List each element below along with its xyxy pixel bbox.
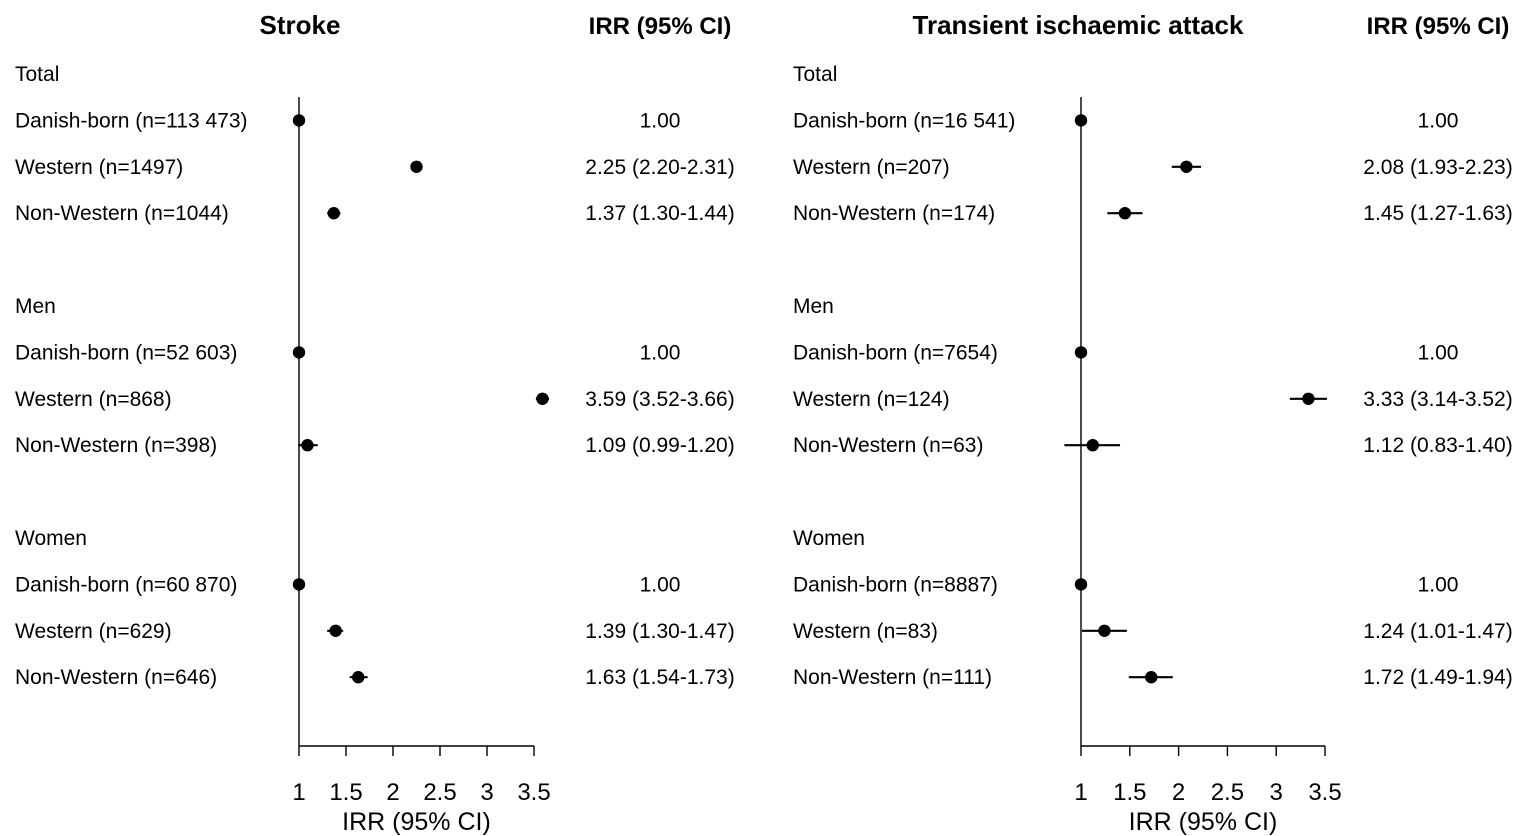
panel-1-row-label: Western (n=868) — [15, 388, 172, 411]
panel-2-x-tick-label: 2.5 — [1211, 779, 1244, 806]
panel-1-x-tick-label: 3.5 — [517, 779, 550, 806]
panel-1-point-estimate — [352, 671, 365, 684]
panel-1-row-label: Danish-born (n=113 473) — [15, 109, 248, 132]
panel-1-x-tick-label: 2.5 — [423, 779, 456, 806]
panel-2-point-estimate — [1098, 624, 1111, 637]
panel-1-row-label: Non-Western (n=646) — [15, 666, 217, 689]
panel-2-ci-value: 1.12 (0.83-1.40) — [1363, 434, 1512, 457]
panel-2-point-estimate — [1145, 671, 1158, 684]
panel-2-ci-value: 1.45 (1.27-1.63) — [1363, 202, 1512, 225]
panel-2-ci-value: 1.00 — [1418, 109, 1459, 132]
panel-2-x-tick-label: 1 — [1074, 779, 1087, 806]
panel-1-ci-value: 1.00 — [640, 573, 681, 596]
panel-1-point-estimate — [329, 624, 342, 637]
panel-1-x-tick-label: 2 — [386, 779, 399, 806]
panel-2-x-tick-label: 1.5 — [1113, 779, 1146, 806]
panel-1-point-estimate — [327, 207, 340, 220]
panel-1-x-axis-label: IRR (95% CI) — [342, 808, 491, 836]
panel-1-ci-value: 1.63 (1.54-1.73) — [585, 666, 734, 689]
panel-2-row-label: Danish-born (n=7654) — [793, 341, 998, 364]
panel-2-row-label: Danish-born (n=8887) — [793, 573, 998, 596]
panel-1-ci-value: 1.00 — [640, 109, 681, 132]
panel-1-point-estimate — [301, 439, 314, 452]
panel-1-row-label: Danish-born (n=60 870) — [15, 573, 237, 596]
panel-1-ci-value: 1.37 (1.30-1.44) — [585, 202, 734, 225]
panel-1-chart-title: Stroke — [260, 10, 341, 40]
panel-2-point-estimate — [1074, 114, 1088, 127]
panel-1-row-label: Western (n=1497) — [15, 156, 183, 179]
panel-1-point-estimate — [292, 578, 306, 591]
panel-2-ci-value: 2.08 (1.93-2.23) — [1363, 156, 1512, 179]
panel-1-group-label: Women — [15, 527, 87, 550]
panel-1-point-estimate — [292, 346, 306, 359]
panel-2-ci-value: 3.33 (3.14-3.52) — [1363, 388, 1512, 411]
panel-1-x-tick-label: 1 — [292, 779, 305, 806]
panel-2-row-label: Western (n=207) — [793, 156, 950, 179]
panel-2-point-estimate — [1118, 207, 1132, 220]
panel-2-x-tick-label: 3.5 — [1308, 779, 1341, 806]
panel-2-ci-value: 1.00 — [1418, 341, 1459, 364]
panel-1-x-tick-label: 3 — [480, 779, 493, 806]
panel-1-row-label: Western (n=629) — [15, 620, 172, 643]
panel-1-row-label: Danish-born (n=52 603) — [15, 341, 237, 364]
panel-2-ci-value: 1.72 (1.49-1.94) — [1363, 666, 1512, 689]
panel-1-point-estimate — [410, 160, 423, 173]
panel-1-point-estimate — [536, 392, 549, 405]
panel-2-x-tick-label: 2 — [1172, 779, 1185, 806]
panel-1-ci-value: 1.09 (0.99-1.20) — [585, 434, 734, 457]
panel-1-ci-value: 3.59 (3.52-3.66) — [585, 388, 734, 411]
panel-2-row-label: Non-Western (n=63) — [793, 434, 983, 457]
panel-2-row-label: Western (n=83) — [793, 620, 938, 643]
panel-1-ci-value: 1.00 — [640, 341, 681, 364]
panel-1-ci-value: 2.25 (2.20-2.31) — [585, 156, 734, 179]
panel-2-row-label: Non-Western (n=111) — [793, 666, 992, 689]
panel-2-x-tick-label: 3 — [1270, 779, 1283, 806]
panel-2-row-label: Non-Western (n=174) — [793, 202, 995, 225]
panel-1-group-label: Men — [15, 295, 56, 318]
panel-2-group-label: Total — [793, 63, 837, 86]
panel-1-x-tick-label: 1.5 — [329, 779, 362, 806]
panel-1-ci-column-header: IRR (95% CI) — [589, 13, 732, 40]
panel-2-group-label: Women — [793, 527, 865, 550]
panel-1-row-label: Non-Western (n=1044) — [15, 202, 229, 225]
panel-1-group-label: Total — [15, 63, 59, 86]
panel-2-point-estimate — [1086, 439, 1099, 452]
panel-2-row-label: Danish-born (n=16 541) — [793, 109, 1015, 132]
panel-2-point-estimate — [1074, 578, 1088, 591]
panel-2-x-axis-label: IRR (95% CI) — [1129, 808, 1278, 836]
panel-2-group-label: Men — [793, 295, 834, 318]
panel-2-ci-value: 1.24 (1.01-1.47) — [1363, 620, 1512, 643]
panel-1-row-label: Non-Western (n=398) — [15, 434, 217, 457]
panel-2-point-estimate — [1074, 346, 1088, 359]
panel-1-ci-value: 1.39 (1.30-1.47) — [585, 620, 734, 643]
panel-2-point-estimate — [1180, 160, 1193, 173]
panel-2-point-estimate — [1302, 392, 1315, 405]
panel-2-row-label: Western (n=124) — [793, 388, 950, 411]
panel-2-chart-title: Transient ischaemic attack — [913, 10, 1244, 40]
panel-2-ci-column-header: IRR (95% CI) — [1367, 13, 1510, 40]
panel-2-ci-value: 1.00 — [1418, 573, 1459, 596]
panel-1-point-estimate — [292, 114, 306, 127]
